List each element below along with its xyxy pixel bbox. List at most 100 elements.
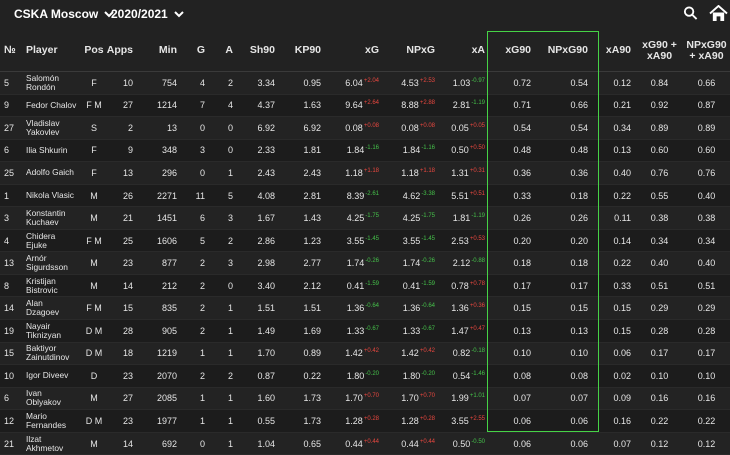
cell-num: 21 (0, 432, 22, 455)
cell-npxgxa90: 0.22 (683, 409, 730, 433)
cell-pos: M (82, 184, 106, 208)
col-num[interactable]: № (0, 30, 22, 72)
season-dropdown[interactable]: 2020/2021 (111, 7, 185, 21)
top-bar: CSKA Moscow 2020/2021 (0, 0, 730, 30)
cell-kp90: 1.69 (280, 319, 326, 343)
col-min[interactable]: Min (138, 30, 182, 72)
cell-xgxa90: 0.84 (636, 71, 683, 95)
cell-player[interactable]: Kristijan Bistrovic (22, 274, 82, 298)
cell-npxgxa90: 0.17 (683, 342, 730, 366)
team-dropdown[interactable]: CSKA Moscow (14, 7, 115, 21)
cell-pos: F M (82, 94, 106, 118)
cell-player[interactable]: Ilia Shkurin (22, 139, 82, 163)
col-xa[interactable]: xA (440, 30, 490, 72)
table-row[interactable]: 10 Igor Diveev D 23 2070 2 2 0.87 0.22 1.80-0.20 1… (0, 364, 730, 388)
cell-xgxa90: 0.16 (636, 387, 683, 411)
col-apps[interactable]: Apps (106, 30, 138, 72)
cell-sh90: 1.51 (238, 296, 280, 321)
cell-player[interactable]: Baktiyor Zainutdinov (22, 342, 82, 366)
col-pos[interactable]: Pos (82, 30, 106, 72)
table-row[interactable]: 3 Konstantin Kuchaev M 21 1451 6 3 1.67 1.43 4.25… (0, 206, 730, 230)
cell-player[interactable]: Alan Dzagoev (22, 296, 82, 321)
cell-pos: M (82, 432, 106, 455)
cell-player[interactable]: Konstantin Kuchaev (22, 206, 82, 230)
delta-xa: +0.53 (469, 235, 485, 242)
cell-npxgxa90: 0.66 (683, 71, 730, 95)
cell-kp90: 1.51 (280, 296, 326, 321)
cell-min: 348 (138, 139, 182, 163)
cell-player[interactable]: Adolfo Gaich (22, 161, 82, 185)
table-row[interactable]: 25 Adolfo Gaich F 13 296 0 1 2.43 2.43 1.18+1.18 1… (0, 161, 730, 185)
table-row[interactable]: 6 Ivan Oblyakov M 27 2085 1 1 1.60 1.73 1.70+0.70… (0, 387, 730, 411)
delta-xa: +0.31 (469, 167, 485, 174)
col-player[interactable]: Player (22, 30, 82, 72)
col-xa90[interactable]: xA90 (593, 30, 636, 72)
cell-player[interactable]: Mario Fernandes (22, 409, 82, 433)
cell-xa: 0.78+0.78 (440, 274, 490, 298)
col-kp90[interactable]: KP90 (280, 30, 326, 72)
col-npxg90[interactable]: NPxG90 (536, 30, 593, 72)
table-row[interactable]: 15 Baktiyor Zainutdinov D M 18 1219 1 1 1.70 0.8… (0, 342, 730, 366)
cell-player[interactable]: Vladislav Yakovlev (22, 116, 82, 140)
cell-player[interactable]: Fedor Chalov (22, 94, 82, 118)
cell-npxg90: 0.13 (536, 319, 593, 343)
cell-xg: 1.80-0.20 (326, 364, 384, 388)
cell-npxgxa90: 0.60 (683, 139, 730, 163)
delta-xg: -0.67 (365, 325, 379, 332)
table-row[interactable]: 14 Alan Dzagoev F M 15 835 2 1 1.51 1.51 1.36-0.6… (0, 296, 730, 321)
cell-npxg90: 0.06 (536, 409, 593, 433)
delta-xa: -0.18 (471, 348, 485, 355)
table-row[interactable]: 6 Ilia Shkurin F 9 348 3 0 2.33 1.81 1.84-1.16 1.8… (0, 139, 730, 163)
col-xg[interactable]: xG (326, 30, 384, 72)
cell-player[interactable]: Nayair Tiknizyan (22, 319, 82, 343)
cell-min: 1214 (138, 94, 182, 118)
cell-min: 1451 (138, 206, 182, 230)
delta-xg: +2.64 (363, 100, 379, 107)
table-row[interactable]: 5 Salomón Rondón F 10 754 4 2 3.34 0.95 6.04+2.04… (0, 71, 730, 95)
delta-xg: +0.70 (363, 393, 379, 400)
cell-player[interactable]: Ilzat Akhmetov (22, 432, 82, 455)
table-row[interactable]: 8 Kristijan Bistrovic M 14 212 2 0 3.40 2.12 0.41… (0, 274, 730, 298)
table-row[interactable]: 27 Vladislav Yakovlev S 2 13 0 0 6.92 6.92 0.08+0… (0, 116, 730, 140)
col-npxg90-xa90[interactable]: NPxG90 + xA90 (683, 30, 730, 72)
cell-player[interactable]: Chidera Ejuke (22, 229, 82, 253)
cell-xa: 0.82-0.18 (440, 342, 490, 366)
table-row[interactable]: 1 Nikola Vlasic M 26 2271 11 5 4.08 2.81 8.39-2.6… (0, 184, 730, 208)
cell-xa: 0.50-0.50 (440, 432, 490, 455)
cell-xgxa90: 0.60 (636, 139, 683, 163)
delta-xa: -1.19 (471, 100, 485, 107)
cell-xg: 0.44+0.44 (326, 432, 384, 455)
table-row[interactable]: 21 Ilzat Akhmetov M 14 692 0 1 1.04 0.65 0.44+0.4… (0, 432, 730, 455)
delta-npxg: -1.45 (421, 235, 435, 242)
col-xg90[interactable]: xG90 (490, 30, 536, 72)
col-g[interactable]: G (182, 30, 210, 72)
cell-player[interactable]: Salomón Rondón (22, 71, 82, 95)
table-row[interactable]: 13 Arnór Sigurdsson M 23 877 2 3 2.98 2.77 1.74-0… (0, 251, 730, 275)
home-icon[interactable] (709, 5, 728, 22)
table-row[interactable]: 12 Mario Fernandes D M 23 1977 1 1 0.55 1.73 1.28… (0, 409, 730, 433)
table-row[interactable]: 9 Fedor Chalov F M 27 1214 7 4 4.37 1.63 9.64+2.6… (0, 94, 730, 118)
col-xg90-xa90[interactable]: xG90 + xA90 (636, 30, 683, 72)
search-icon[interactable] (683, 5, 698, 21)
cell-xa: 0.54-1.46 (440, 364, 490, 388)
cell-npxg: 1.33-0.67 (384, 319, 440, 343)
cell-num: 3 (0, 206, 22, 230)
cell-apps: 18 (106, 342, 138, 366)
cell-player[interactable]: Arnór Sigurdsson (22, 251, 82, 275)
cell-min: 1219 (138, 342, 182, 366)
cell-xgxa90: 0.28 (636, 319, 683, 343)
cell-a: 5 (210, 184, 238, 208)
cell-pos: F M (82, 229, 106, 253)
cell-pos: S (82, 116, 106, 140)
col-npxg[interactable]: NPxG (384, 30, 440, 72)
cell-xa90: 0.13 (593, 139, 636, 163)
col-sh90[interactable]: Sh90 (238, 30, 280, 72)
cell-player[interactable]: Igor Diveev (22, 364, 82, 388)
col-a[interactable]: A (210, 30, 238, 72)
cell-xg90: 0.20 (490, 229, 536, 253)
table-row[interactable]: 19 Nayair Tiknizyan D M 28 905 2 1 1.49 1.69 1.33… (0, 319, 730, 343)
cell-player[interactable]: Ivan Oblyakov (22, 387, 82, 411)
delta-npxg: +0.44 (419, 438, 435, 445)
table-row[interactable]: 4 Chidera Ejuke F M 25 1606 5 2 2.86 1.23 3.55-1.… (0, 229, 730, 253)
cell-player[interactable]: Nikola Vlasic (22, 184, 82, 208)
